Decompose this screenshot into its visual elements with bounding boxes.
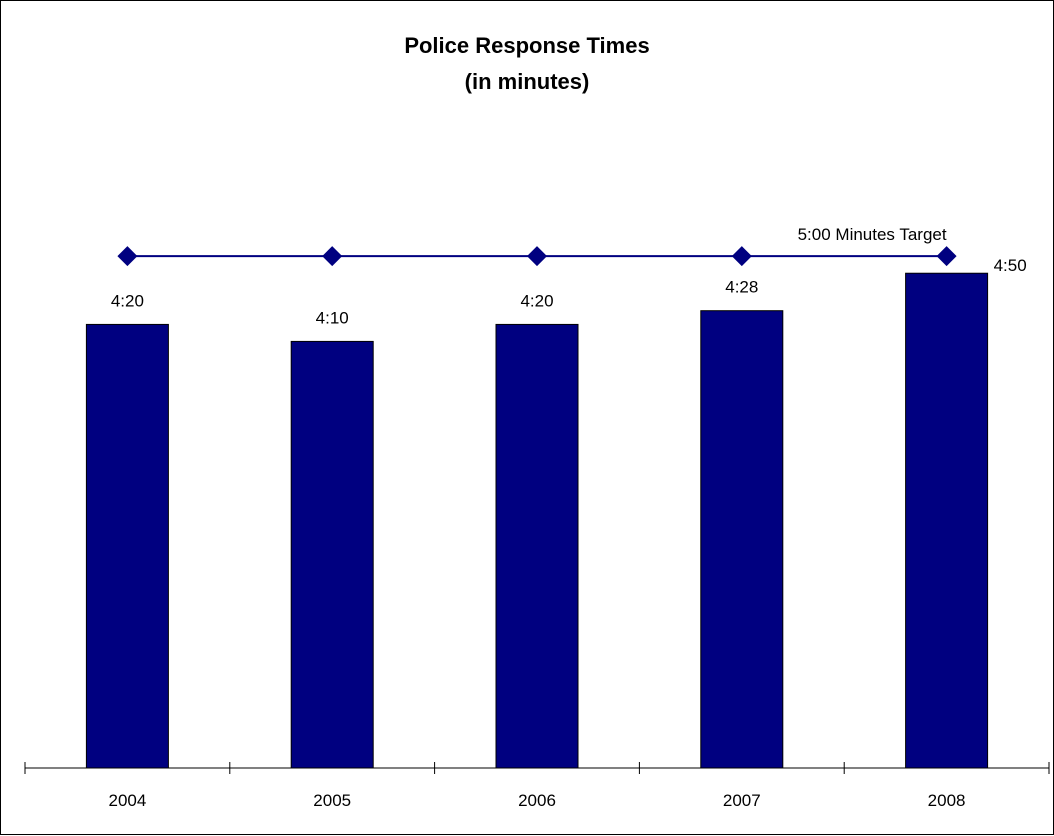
target-marker-2007 bbox=[731, 246, 752, 267]
data-label-2007: 4:28 bbox=[725, 278, 758, 297]
chart-title: Police Response Times bbox=[404, 33, 649, 58]
target-marker-2008 bbox=[936, 246, 957, 267]
target-marker-2004 bbox=[117, 246, 138, 267]
bars-layer bbox=[85, 272, 989, 769]
x-tick-label-2007: 2007 bbox=[723, 791, 761, 810]
x-tick-label-2008: 2008 bbox=[928, 791, 966, 810]
x-tick-label-2005: 2005 bbox=[313, 791, 351, 810]
target-line-layer bbox=[117, 246, 957, 267]
target-annotation: 5:00 Minutes Target bbox=[798, 225, 947, 244]
chart-subtitle: (in minutes) bbox=[465, 69, 590, 94]
data-label-2006: 4:20 bbox=[520, 291, 553, 310]
data-label-2004: 4:20 bbox=[111, 291, 144, 310]
labels-layer: 5:00 Minutes Target 2004 2005 2006 2007 2008 4… bbox=[108, 225, 1026, 810]
bar-2004 bbox=[85, 323, 169, 769]
bar-2008 bbox=[905, 272, 989, 769]
target-marker-2006 bbox=[527, 246, 547, 267]
bar-2007 bbox=[700, 310, 784, 769]
data-label-2005: 4:10 bbox=[316, 308, 349, 327]
x-tick-label-2006: 2006 bbox=[518, 791, 556, 810]
target-marker-2005 bbox=[322, 246, 343, 267]
bar-2006 bbox=[495, 323, 579, 769]
data-label-2008: 4:50 bbox=[994, 256, 1027, 275]
x-tick-label-2004: 2004 bbox=[108, 791, 146, 810]
bar-2005 bbox=[290, 340, 374, 769]
x-axis bbox=[24, 762, 1050, 774]
